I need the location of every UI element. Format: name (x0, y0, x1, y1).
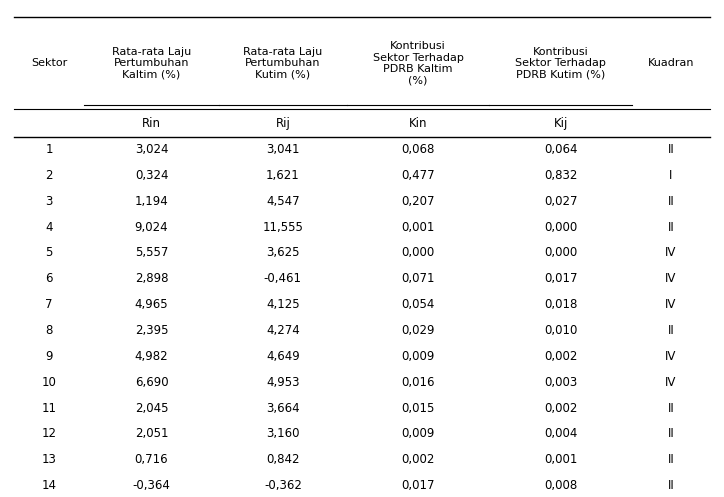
Text: 3,024: 3,024 (135, 143, 168, 156)
Text: 2,051: 2,051 (135, 427, 168, 440)
Text: 12: 12 (42, 427, 56, 440)
Text: -0,362: -0,362 (264, 479, 302, 492)
Text: 0,000: 0,000 (544, 247, 578, 259)
Text: 4,274: 4,274 (266, 324, 300, 337)
Text: 0,015: 0,015 (401, 402, 434, 414)
Text: 0,001: 0,001 (401, 221, 434, 234)
Text: 11,555: 11,555 (262, 221, 303, 234)
Text: II: II (668, 221, 674, 234)
Text: II: II (668, 453, 674, 466)
Text: 4,965: 4,965 (135, 298, 169, 311)
Text: Rij: Rij (275, 116, 290, 130)
Text: 3: 3 (46, 195, 53, 208)
Text: 0,071: 0,071 (401, 272, 434, 285)
Text: 5: 5 (46, 247, 53, 259)
Text: 3,160: 3,160 (266, 427, 300, 440)
Text: 0,064: 0,064 (544, 143, 578, 156)
Text: 0,029: 0,029 (401, 324, 434, 337)
Text: Kontribusi
Sektor Terhadap
PDRB Kaltim
(%): Kontribusi Sektor Terhadap PDRB Kaltim (… (373, 41, 463, 86)
Text: 4,125: 4,125 (266, 298, 300, 311)
Text: 0,008: 0,008 (544, 479, 578, 492)
Text: 4: 4 (46, 221, 53, 234)
Text: 0,027: 0,027 (544, 195, 578, 208)
Text: 0,002: 0,002 (544, 350, 578, 363)
Text: 14: 14 (42, 479, 56, 492)
Text: 0,001: 0,001 (544, 453, 578, 466)
Text: 0,017: 0,017 (401, 479, 434, 492)
Text: 0,000: 0,000 (401, 247, 434, 259)
Text: II: II (668, 402, 674, 414)
Text: 0,842: 0,842 (266, 453, 300, 466)
Text: IV: IV (665, 376, 677, 389)
Text: -0,364: -0,364 (132, 479, 170, 492)
Text: IV: IV (665, 272, 677, 285)
Text: 0,068: 0,068 (401, 143, 434, 156)
Text: 0,017: 0,017 (544, 272, 578, 285)
Text: 3,041: 3,041 (266, 143, 300, 156)
Text: 4,982: 4,982 (135, 350, 169, 363)
Text: 0,016: 0,016 (401, 376, 434, 389)
Text: 10: 10 (42, 376, 56, 389)
Text: 2,395: 2,395 (135, 324, 168, 337)
Text: 4,547: 4,547 (266, 195, 300, 208)
Text: 0,009: 0,009 (401, 350, 434, 363)
Text: 0,477: 0,477 (401, 169, 435, 182)
Text: Rin: Rin (142, 116, 161, 130)
Text: 7: 7 (46, 298, 53, 311)
Text: 0,018: 0,018 (544, 298, 578, 311)
Text: Rata-rata Laju
Pertumbuhan
Kaltim (%): Rata-rata Laju Pertumbuhan Kaltim (%) (112, 47, 191, 80)
Text: 0,002: 0,002 (401, 453, 434, 466)
Text: 0,004: 0,004 (544, 427, 578, 440)
Text: II: II (668, 479, 674, 492)
Text: 0,009: 0,009 (401, 427, 434, 440)
Text: 0,002: 0,002 (544, 402, 578, 414)
Text: 2,045: 2,045 (135, 402, 168, 414)
Text: Sektor: Sektor (31, 58, 67, 69)
Text: IV: IV (665, 350, 677, 363)
Text: 9,024: 9,024 (135, 221, 169, 234)
Text: I: I (669, 169, 673, 182)
Text: Rata-rata Laju
Pertumbuhan
Kutim (%): Rata-rata Laju Pertumbuhan Kutim (%) (243, 47, 322, 80)
Text: 5,557: 5,557 (135, 247, 168, 259)
Text: 13: 13 (42, 453, 56, 466)
Text: II: II (668, 143, 674, 156)
Text: Kontribusi
Sektor Terhadap
PDRB Kutim (%): Kontribusi Sektor Terhadap PDRB Kutim (%… (515, 47, 606, 80)
Text: 1: 1 (46, 143, 53, 156)
Text: 0,000: 0,000 (544, 221, 578, 234)
Text: Kin: Kin (409, 116, 427, 130)
Text: 6,690: 6,690 (135, 376, 169, 389)
Text: II: II (668, 195, 674, 208)
Text: 6: 6 (46, 272, 53, 285)
Text: 4,649: 4,649 (266, 350, 300, 363)
Text: 2: 2 (46, 169, 53, 182)
Text: IV: IV (665, 247, 677, 259)
Text: 0,832: 0,832 (544, 169, 578, 182)
Text: 0,054: 0,054 (401, 298, 434, 311)
Text: -0,461: -0,461 (264, 272, 302, 285)
Text: 0,207: 0,207 (401, 195, 434, 208)
Text: Kij: Kij (554, 116, 568, 130)
Text: 9: 9 (46, 350, 53, 363)
Text: IV: IV (665, 298, 677, 311)
Text: 3,625: 3,625 (266, 247, 300, 259)
Text: Kuadran: Kuadran (648, 58, 694, 69)
Text: 0,324: 0,324 (135, 169, 168, 182)
Text: 0,003: 0,003 (544, 376, 578, 389)
Text: 0,010: 0,010 (544, 324, 578, 337)
Text: II: II (668, 427, 674, 440)
Text: 8: 8 (46, 324, 53, 337)
Text: 0,716: 0,716 (135, 453, 169, 466)
Text: 4,953: 4,953 (266, 376, 300, 389)
Text: 3,664: 3,664 (266, 402, 300, 414)
Text: 1,621: 1,621 (266, 169, 300, 182)
Text: 11: 11 (42, 402, 56, 414)
Text: 2,898: 2,898 (135, 272, 168, 285)
Text: II: II (668, 324, 674, 337)
Text: 1,194: 1,194 (135, 195, 169, 208)
